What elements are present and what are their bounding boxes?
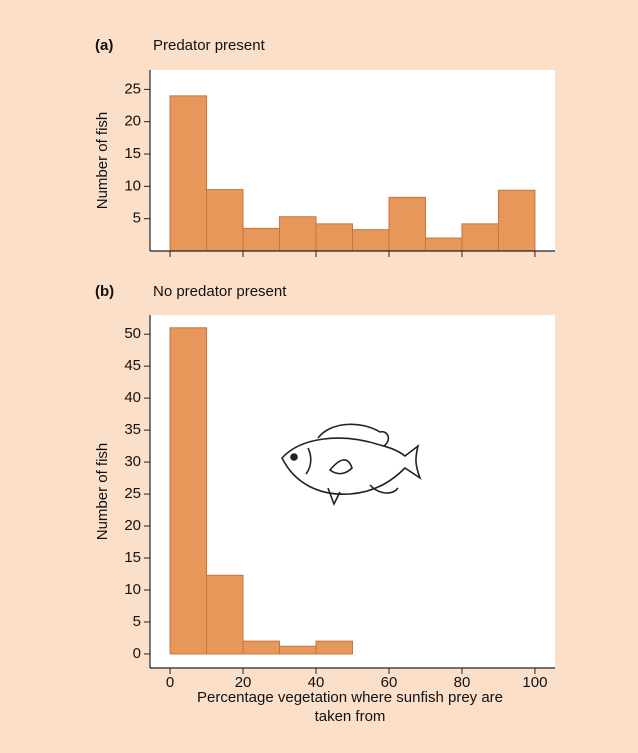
x-tick-label: 40 (308, 674, 325, 691)
y-tick-label: 5 (133, 210, 141, 227)
x-tick-label: 80 (454, 674, 471, 691)
y-tick-label: 15 (124, 145, 141, 162)
histogram-bar (315, 223, 354, 252)
y-tick-label: 0 (133, 645, 141, 662)
histogram-bar (206, 189, 244, 252)
y-tick-label: 50 (124, 325, 141, 342)
histogram-bar (424, 237, 463, 252)
histogram-bar (388, 196, 426, 252)
x-tick-label: 0 (166, 674, 174, 691)
histogram-bar (352, 229, 390, 252)
panel-label: (a) (95, 37, 113, 54)
histogram-bar (206, 574, 244, 655)
histogram-bar (242, 227, 281, 252)
panel: (b) No predator present Number of fish 0 5 10… (94, 283, 555, 691)
x-tick-label: 100 (522, 674, 547, 691)
y-axis-label: Number of fish (94, 112, 111, 210)
x-tick-label: 60 (381, 674, 398, 691)
y-tick-label: 10 (124, 177, 141, 194)
y-tick-label: 40 (124, 389, 141, 406)
histogram-bar (461, 223, 499, 252)
x-tick-label: 20 (235, 674, 252, 691)
x-axis-label: Percentage vegetation where sunfish prey… (196, 689, 504, 725)
histogram-bar (315, 640, 354, 655)
histogram-bar (279, 216, 317, 252)
y-tick-label: 45 (124, 357, 141, 374)
histogram-bar (242, 640, 281, 655)
panel-label: (b) (95, 283, 114, 300)
y-tick-label: 20 (124, 113, 141, 130)
y-tick-label: 20 (124, 517, 141, 534)
y-tick-label: 5 (133, 613, 141, 630)
histogram-bar (279, 645, 317, 655)
histogram-bar (169, 327, 208, 655)
y-axis-label: Number of fish (94, 443, 111, 541)
y-tick-label: 30 (124, 453, 141, 470)
panel-title: Predator present (153, 37, 266, 54)
histogram-bar (169, 95, 208, 252)
panel-title: No predator present (153, 283, 287, 300)
y-tick-label: 25 (124, 485, 141, 502)
y-tick-label: 15 (124, 549, 141, 566)
histogram-bar (497, 189, 536, 252)
panel: (a) Predator present Number of fish 5 10 15 20… (94, 37, 555, 257)
fish-illustration (281, 423, 422, 506)
y-tick-label: 25 (124, 80, 141, 97)
y-tick-label: 10 (124, 581, 141, 598)
y-tick-label: 35 (124, 421, 141, 438)
